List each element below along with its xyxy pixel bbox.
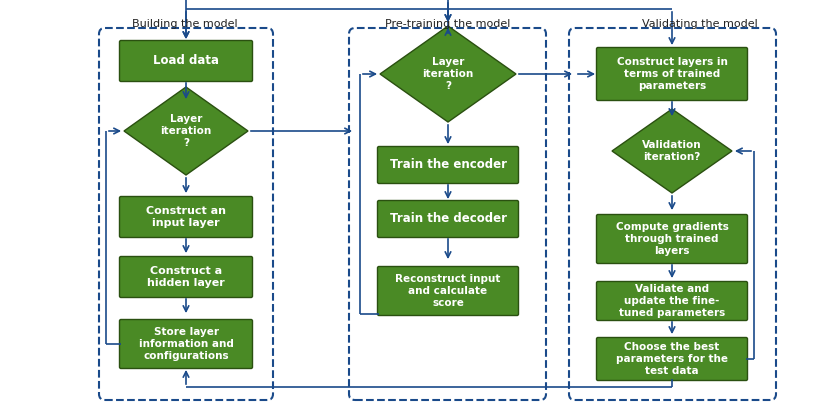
Polygon shape xyxy=(124,87,248,175)
Text: Pre-training the model: Pre-training the model xyxy=(386,19,511,29)
Text: Building the model: Building the model xyxy=(132,19,238,29)
Text: Construct layers in
terms of trained
parameters: Construct layers in terms of trained par… xyxy=(617,56,727,91)
FancyBboxPatch shape xyxy=(569,28,776,400)
FancyBboxPatch shape xyxy=(596,337,748,380)
FancyBboxPatch shape xyxy=(99,28,273,400)
Text: Store layer
information and
configurations: Store layer information and configuratio… xyxy=(139,327,234,362)
Text: Load data: Load data xyxy=(153,54,219,67)
Polygon shape xyxy=(612,109,732,193)
FancyBboxPatch shape xyxy=(377,200,518,238)
Text: Layer
iteration
?: Layer iteration ? xyxy=(160,115,212,148)
Text: Choose the best
parameters for the
test data: Choose the best parameters for the test … xyxy=(616,342,728,376)
Text: Layer
iteration
?: Layer iteration ? xyxy=(423,57,474,91)
Text: Train the encoder: Train the encoder xyxy=(390,159,507,171)
Text: Compute gradients
through trained
layers: Compute gradients through trained layers xyxy=(616,222,728,256)
FancyBboxPatch shape xyxy=(119,196,253,238)
FancyBboxPatch shape xyxy=(377,267,518,315)
FancyBboxPatch shape xyxy=(596,214,748,263)
FancyBboxPatch shape xyxy=(18,13,822,401)
Text: Construct an
input layer: Construct an input layer xyxy=(146,206,226,228)
Text: Reconstruct input
and calculate
score: Reconstruct input and calculate score xyxy=(396,274,501,308)
FancyBboxPatch shape xyxy=(119,319,253,369)
Polygon shape xyxy=(380,26,516,122)
FancyBboxPatch shape xyxy=(596,47,748,101)
Text: Validation
iteration?: Validation iteration? xyxy=(643,140,701,162)
Text: Validating the model: Validating the model xyxy=(642,19,758,29)
FancyBboxPatch shape xyxy=(119,256,253,297)
FancyBboxPatch shape xyxy=(349,28,546,400)
FancyBboxPatch shape xyxy=(596,281,748,321)
FancyBboxPatch shape xyxy=(119,40,253,81)
Text: Validate and
update the fine-
tuned parameters: Validate and update the fine- tuned para… xyxy=(619,283,725,318)
FancyBboxPatch shape xyxy=(377,146,518,184)
Text: Construct a
hidden layer: Construct a hidden layer xyxy=(147,266,225,288)
Text: Train the decoder: Train the decoder xyxy=(390,213,507,225)
